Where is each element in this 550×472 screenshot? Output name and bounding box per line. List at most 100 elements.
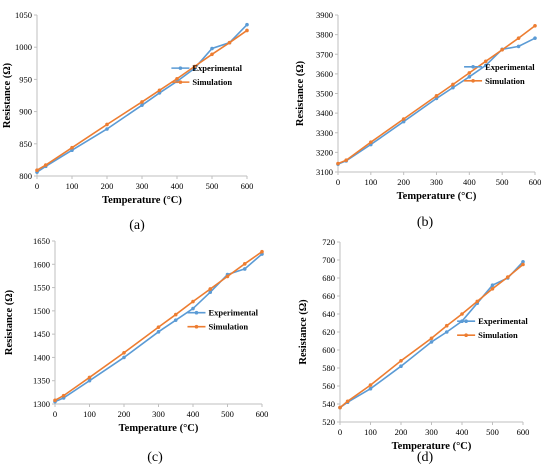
data-point-experimental <box>173 318 178 322</box>
data-point-experimental <box>245 22 249 27</box>
data-point-simulation <box>156 325 161 329</box>
legend: Experimental Simulation <box>187 308 259 332</box>
data-point-experimental <box>157 91 162 95</box>
data-point-simulation <box>434 94 439 98</box>
data-point-simulation <box>70 145 74 150</box>
legend: Experimental Simulation <box>171 63 243 87</box>
x-tick-label: 400 <box>463 177 476 187</box>
data-point-simulation <box>475 299 480 304</box>
x-tick-label: 600 <box>256 409 269 419</box>
legend-marker <box>464 319 468 324</box>
x-tick-label: 0 <box>53 409 57 419</box>
y-tick-label: 620 <box>322 327 335 337</box>
data-point-experimental <box>429 340 434 344</box>
data-point-simulation <box>336 161 340 166</box>
x-tick-label: 600 <box>529 177 542 187</box>
chart-panel-1: 800 850 900 950 1000 1050 0 100 200 300 400 500 600 T… <box>2 10 253 233</box>
data-point-experimental <box>191 306 195 311</box>
data-point-experimental <box>140 103 144 107</box>
data-point-simulation <box>467 71 472 75</box>
y-tick-label: 1550 <box>33 283 50 293</box>
y-tick-label: 3500 <box>316 89 333 99</box>
data-point-experimental <box>533 36 537 40</box>
legend-marker <box>178 66 183 70</box>
data-point-experimental <box>122 355 126 360</box>
data-point-simulation <box>210 52 214 57</box>
y-tick-label: 520 <box>322 417 335 427</box>
y-tick-label: 580 <box>322 363 335 373</box>
x-axis-title: Temperature (°C) <box>102 195 182 206</box>
chart-panel-3: 1300 1350 1400 1450 1500 1550 1600 1650 0 100 200 3… <box>4 236 268 465</box>
data-point-simulation <box>516 36 521 40</box>
legend-label: Experimental <box>478 316 528 326</box>
data-point-simulation <box>122 350 126 355</box>
data-point-simulation <box>35 168 39 173</box>
y-tick-label: 1650 <box>33 236 50 246</box>
data-point-simulation <box>345 399 350 404</box>
x-tick-label: 100 <box>364 427 377 437</box>
data-point-simulation <box>260 249 264 254</box>
legend-marker <box>471 79 475 83</box>
data-point-simulation <box>500 47 504 52</box>
data-point-simulation <box>191 299 195 304</box>
legend-label: Simulation <box>192 77 232 87</box>
x-tick-label: 400 <box>171 181 184 191</box>
legend-marker <box>178 80 183 84</box>
data-point-simulation <box>369 140 373 144</box>
legend-marker <box>194 310 199 315</box>
legend-label: Simulation <box>485 76 525 86</box>
data-point-simulation <box>87 375 92 380</box>
panel-label: (a) <box>129 218 145 233</box>
x-axis-title: Temperature (°C) <box>392 441 472 452</box>
panel-label: (d) <box>417 450 434 465</box>
x-tick-label: 500 <box>206 181 219 191</box>
y-axis-title: Resistance (Ω) <box>2 62 13 128</box>
data-point-simulation <box>521 262 525 267</box>
y-tick-label: 1300 <box>33 399 50 409</box>
data-point-experimental <box>516 44 521 49</box>
y-tick-label: 1400 <box>33 352 50 362</box>
y-axis-title: Resistance (Ω) <box>298 299 309 365</box>
y-tick-label: 640 <box>322 309 335 319</box>
legend-label: Simulation <box>208 322 248 332</box>
data-point-simulation <box>429 336 434 341</box>
x-tick-label: 500 <box>486 427 499 437</box>
y-tick-label: 850 <box>19 139 32 149</box>
y-tick-label: 680 <box>322 273 335 283</box>
y-axis-title: Resistance (Ω) <box>295 60 306 126</box>
data-point-simulation <box>460 312 464 316</box>
x-tick-label: 0 <box>35 181 39 191</box>
legend-label: Experimental <box>208 308 258 318</box>
y-tick-label: 3900 <box>316 10 333 20</box>
x-tick-label: 600 <box>241 181 254 191</box>
x-tick-label: 200 <box>118 409 131 419</box>
y-tick-label: 800 <box>19 171 32 181</box>
data-point-experimental <box>87 378 92 383</box>
data-point-experimental <box>368 386 373 391</box>
y-tick-label: 560 <box>322 381 335 391</box>
data-point-simulation <box>344 158 349 163</box>
data-point-simulation <box>43 163 48 167</box>
y-tick-label: 3800 <box>316 30 333 40</box>
x-tick-label: 0 <box>338 427 342 437</box>
data-point-experimental <box>399 364 403 369</box>
chart-panel-2: 3100 3200 3300 3400 3500 3600 3700 3800 3900 0 100… <box>295 10 541 230</box>
data-point-simulation <box>53 398 57 403</box>
data-point-simulation <box>368 383 373 387</box>
x-tick-label: 500 <box>221 409 234 419</box>
data-point-simulation <box>173 312 178 317</box>
y-tick-label: 720 <box>322 237 335 247</box>
y-tick-label: 3700 <box>316 49 333 59</box>
data-point-simulation <box>157 88 162 93</box>
legend-label: Experimental <box>192 63 242 73</box>
chart-panel-4: 520 540 560 580 600 620 640 660 680 700 720 0 100 200… <box>298 237 529 465</box>
x-tick-label: 100 <box>83 409 96 419</box>
data-point-experimental <box>70 148 74 153</box>
x-tick-label: 500 <box>496 177 509 187</box>
data-point-experimental <box>156 330 161 334</box>
x-tick-label: 300 <box>425 427 438 437</box>
data-point-simulation <box>533 23 537 28</box>
data-point-experimental <box>451 85 455 90</box>
data-point-simulation <box>505 275 510 279</box>
